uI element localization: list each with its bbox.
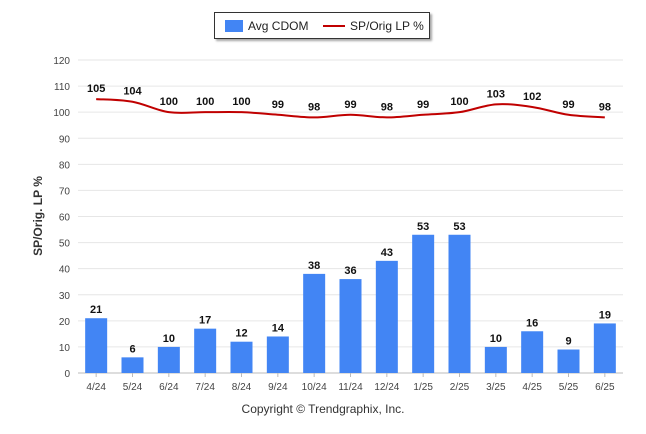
legend-item-line: SP/Orig LP % [323,19,424,33]
bar [339,279,362,373]
x-tick-label: 6/25 [595,382,615,393]
x-tick-label: 2/25 [450,382,470,393]
line-value-label: 99 [562,99,574,111]
y-tick-label: 80 [59,160,71,171]
line-value-label: 100 [196,96,214,108]
x-tick-label: 9/24 [268,382,288,393]
bar-value-label: 10 [163,333,175,345]
x-tick-label: 1/25 [413,382,433,393]
x-tick-label: 7/24 [195,382,215,393]
line-value-label: 99 [272,99,284,111]
legend-item-bars: Avg CDOM [225,19,308,33]
line-value-label: 102 [523,91,541,103]
bar [521,331,544,373]
line-value-label: 99 [417,99,429,111]
y-tick-label: 70 [59,186,71,197]
x-tick-label: 8/24 [232,382,252,393]
bar-value-label: 36 [344,265,356,277]
y-tick-label: 120 [53,56,70,67]
bar [85,318,108,373]
legend-line-label: SP/Orig LP % [350,19,424,33]
x-tick-label: 6/24 [159,382,179,393]
y-tick-label: 100 [53,108,70,119]
line-series [96,98,605,119]
line-value-label: 104 [123,86,142,98]
x-tick-label: 4/24 [86,382,106,393]
x-tick-label: 5/24 [123,382,143,393]
line-value-label: 98 [599,101,611,113]
bar-value-label: 19 [599,309,611,321]
bar [484,346,507,373]
bar [230,341,253,373]
bar [375,260,398,373]
bar-value-label: 9 [565,336,571,348]
legend: Avg CDOM SP/Orig LP % [214,12,430,39]
bar-value-label: 43 [381,247,393,259]
bar [593,323,616,373]
x-tick-label: 4/25 [522,382,542,393]
x-tick-label: 12/24 [374,382,399,393]
line-value-label: 99 [344,99,356,111]
line-value-label: 100 [232,96,250,108]
x-tick-label: 10/24 [302,382,327,393]
bar [194,328,217,373]
bar-value-label: 16 [526,317,538,329]
copyright-footer: Copyright © Trendgraphix, Inc. [241,402,405,416]
y-tick-label: 0 [64,369,70,380]
bar-value-label: 38 [308,260,320,272]
y-axis-label: SP/Orig. LP % [31,176,45,256]
line-value-label: 100 [450,96,468,108]
line-value-label: 98 [381,101,393,113]
bar-value-label: 53 [453,221,465,233]
bar [121,357,144,373]
bar-value-label: 21 [90,304,102,316]
y-tick-label: 90 [59,134,71,145]
bar-value-label: 53 [417,221,429,233]
bar-value-label: 6 [129,343,135,355]
y-tick-label: 20 [59,317,71,328]
bar [303,273,326,373]
x-tick-label: 11/24 [338,382,363,393]
bar [557,349,580,373]
bar-value-label: 12 [235,328,247,340]
y-tick-label: 110 [54,82,70,93]
bar [412,234,435,373]
line-value-label: 103 [487,88,505,100]
bar-value-label: 10 [490,333,502,345]
bar-value-label: 17 [199,315,211,327]
x-tick-label: 3/25 [486,382,506,393]
y-tick-label: 60 [59,213,71,224]
bar [448,234,471,373]
legend-line-swatch [323,25,345,27]
y-tick-label: 50 [59,239,71,250]
bar [266,336,289,373]
bar [157,346,180,373]
x-tick-label: 5/25 [559,382,579,393]
legend-bar-label: Avg CDOM [248,19,309,33]
line-value-label: 98 [308,101,320,113]
y-tick-label: 30 [59,291,71,302]
y-tick-label: 10 [59,343,71,354]
legend-bar-swatch [225,20,243,32]
line-value-label: 100 [160,96,178,108]
bar-value-label: 14 [272,322,285,334]
line-value-label: 105 [87,83,105,95]
y-tick-label: 40 [59,265,71,276]
